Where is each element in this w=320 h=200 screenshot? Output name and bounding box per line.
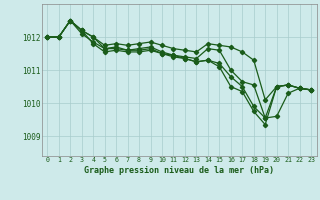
X-axis label: Graphe pression niveau de la mer (hPa): Graphe pression niveau de la mer (hPa)	[84, 166, 274, 175]
